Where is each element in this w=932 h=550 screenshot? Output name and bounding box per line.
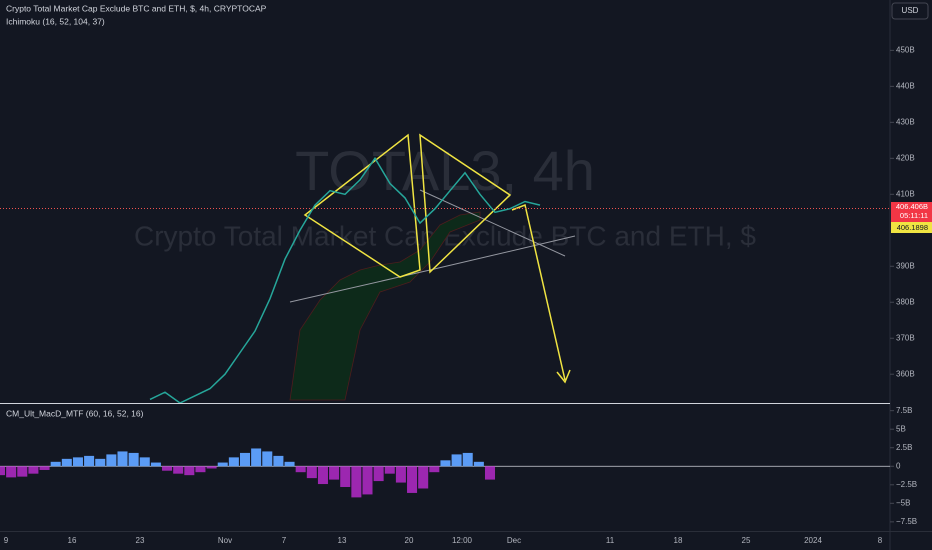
indicator-label: Ichimoku (16, 52, 104, 37): [6, 16, 105, 26]
histogram-bar: [484, 466, 496, 480]
y-tick-label: −7.5B: [896, 517, 917, 526]
y-tick-label: 370B: [896, 333, 915, 342]
histogram-bar: [206, 466, 217, 469]
histogram-bar: [162, 466, 173, 471]
histogram-bar: [173, 466, 184, 474]
price-tag: [891, 202, 932, 222]
histogram-bar: [39, 466, 50, 470]
histogram-bar: [351, 466, 362, 498]
x-tick-label: Dec: [507, 536, 521, 545]
histogram-bar: [251, 448, 262, 467]
y-tick-label: −5B: [896, 498, 910, 507]
histogram-bar: [418, 466, 429, 489]
symbol-title: Crypto Total Market Cap Exclude BTC and …: [6, 3, 267, 13]
histogram-bar: [273, 455, 284, 467]
histogram-bar: [228, 457, 239, 467]
histogram-bar: [184, 466, 195, 476]
histogram-bar: [72, 457, 83, 467]
histogram-bar: [139, 457, 150, 467]
watermark-symbol: TOTAL3, 4h: [295, 139, 595, 202]
histogram-bar: [195, 466, 206, 473]
histogram-bar: [317, 466, 328, 485]
histogram-bar: [395, 466, 406, 483]
x-tick-label: 9: [4, 536, 9, 545]
currency-label[interactable]: USD: [902, 6, 919, 15]
x-tick-label: 25: [742, 536, 751, 545]
lower-indicator-label: CM_Ult_MacD_MTF (60, 16, 52, 16): [6, 408, 144, 418]
watermark: TOTAL3, 4h Crypto Total Market Cap Exclu…: [134, 139, 756, 252]
cursor-tag: [891, 222, 932, 233]
price-tag-text: 406.406B: [896, 202, 928, 211]
histogram-bar: [95, 458, 106, 467]
x-tick-label: 18: [674, 536, 683, 545]
histogram-bar: [473, 461, 484, 467]
cursor-tag-text: 406.1898: [897, 223, 928, 232]
y-tick-label: 420B: [896, 153, 915, 162]
y-tick-label: 0: [896, 461, 901, 470]
histogram-bar: [17, 466, 28, 477]
y-tick-label: 2.5B: [896, 443, 912, 452]
histogram-bar: [6, 466, 17, 478]
y-tick-label: 440B: [896, 81, 915, 90]
histogram-bar: [128, 452, 139, 467]
histogram-bar: [329, 466, 340, 480]
histogram-bar: [451, 454, 462, 467]
histogram-bar: [61, 458, 72, 467]
histogram-bar: [239, 452, 251, 467]
histogram-bar: [373, 466, 384, 482]
histogram-bar: [440, 460, 451, 467]
trendline: [419, 189, 566, 257]
y-tick-label: 450B: [896, 45, 915, 54]
y-tick-label: 390B: [896, 261, 915, 270]
histogram-bar: [407, 466, 418, 493]
histogram-bar: [306, 466, 317, 479]
x-tick-label: 20: [405, 536, 414, 545]
histogram-bar: [150, 462, 161, 467]
x-tick-label: 2024: [804, 536, 822, 545]
histogram-bar: [384, 466, 395, 474]
x-tick-label: 7: [282, 536, 287, 545]
y-tick-label: −2.5B: [896, 480, 917, 489]
currency-button[interactable]: [891, 2, 929, 20]
y-tick-label: 430B: [896, 117, 915, 126]
histogram-bar: [117, 451, 128, 467]
x-tick-label: 23: [136, 536, 145, 545]
x-tick-label: 16: [68, 536, 77, 545]
histogram-bar: [28, 466, 39, 474]
arrow-head: [556, 369, 571, 384]
x-tick-label: 8: [878, 536, 883, 545]
histogram-bar: [84, 455, 95, 467]
y-tick-label: 410B: [896, 189, 915, 198]
x-tick-label: 13: [338, 536, 347, 545]
y-tick-label: 380B: [896, 297, 915, 306]
histogram-bar: [262, 451, 273, 467]
histogram-bar: [429, 466, 440, 473]
x-tick-label: Nov: [218, 536, 232, 545]
histogram-bar: [340, 466, 351, 488]
price-line: [149, 156, 541, 403]
histogram-bar: [217, 462, 228, 467]
histogram-bar: [362, 466, 373, 495]
histogram-bar: [462, 452, 473, 467]
histogram-bar: [50, 461, 61, 467]
y-tick-label: 360B: [896, 369, 915, 378]
histogram-bar: [0, 466, 6, 476]
x-tick-label: 12:00: [452, 536, 473, 545]
drawing-diamond: [303, 133, 421, 278]
y-tick-label: 5B: [896, 424, 906, 433]
drawing-triangle: [419, 133, 512, 274]
ichimoku-cloud: [289, 211, 481, 401]
x-tick-label: 11: [606, 536, 615, 545]
histogram-bar: [106, 454, 117, 467]
histogram-bar: [295, 466, 306, 473]
countdown-text: 05:11:11: [900, 211, 928, 220]
histogram-bar: [284, 461, 295, 467]
y-tick-label: 7.5B: [896, 406, 912, 415]
